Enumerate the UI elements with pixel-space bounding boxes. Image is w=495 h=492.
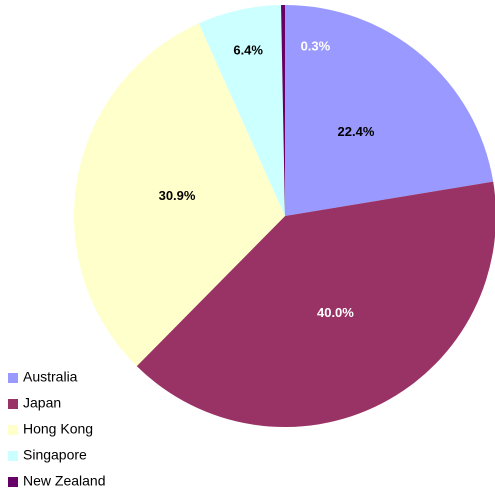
- data-label: 6.4%: [233, 43, 263, 58]
- legend-swatch: [8, 373, 18, 383]
- pie-slice: [285, 5, 494, 216]
- legend-label: Hong Kong: [23, 421, 93, 437]
- legend-swatch: [8, 399, 18, 409]
- pie-slice: [73, 23, 285, 367]
- legend-label: Australia: [23, 369, 78, 385]
- pie-slice: [136, 181, 495, 427]
- data-label: 22.4%: [338, 124, 375, 139]
- legend-label: Japan: [23, 395, 61, 411]
- legend-swatch: [8, 451, 18, 461]
- data-label: 0.3%: [301, 39, 331, 54]
- legend-swatch: [8, 477, 18, 487]
- data-label: 40.0%: [317, 305, 354, 320]
- pie-slice: [198, 5, 285, 216]
- pie-slice: [281, 5, 285, 216]
- legend-label: Singapore: [23, 447, 87, 463]
- data-label: 30.9%: [159, 188, 196, 203]
- legend-swatch: [8, 425, 18, 435]
- legend-label: New Zealand: [23, 473, 106, 489]
